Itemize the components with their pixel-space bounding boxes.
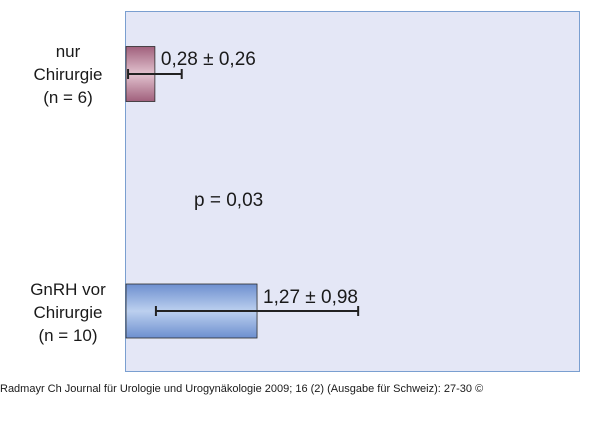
category-label-0-line-0: nur xyxy=(56,42,81,61)
category-label-1-line-0: GnRH vor xyxy=(30,280,106,299)
category-label-1-line-1: Chirurgie xyxy=(34,303,103,322)
category-label-0-line-1: Chirurgie xyxy=(34,65,103,84)
p-value-annotation: p = 0,03 xyxy=(194,190,263,211)
category-label-0-line-2: (n = 6) xyxy=(43,88,93,107)
error-bar-1 xyxy=(154,306,360,316)
value-label-1: 1,27 ± 0,98 xyxy=(263,287,358,308)
value-label-0: 0,28 ± 0,26 xyxy=(161,49,256,70)
source-caption: Radmayr Ch Journal für Urologie und Urog… xyxy=(0,383,484,395)
category-label-1-line-2: (n = 10) xyxy=(38,326,97,345)
error-bar-0 xyxy=(127,69,183,79)
